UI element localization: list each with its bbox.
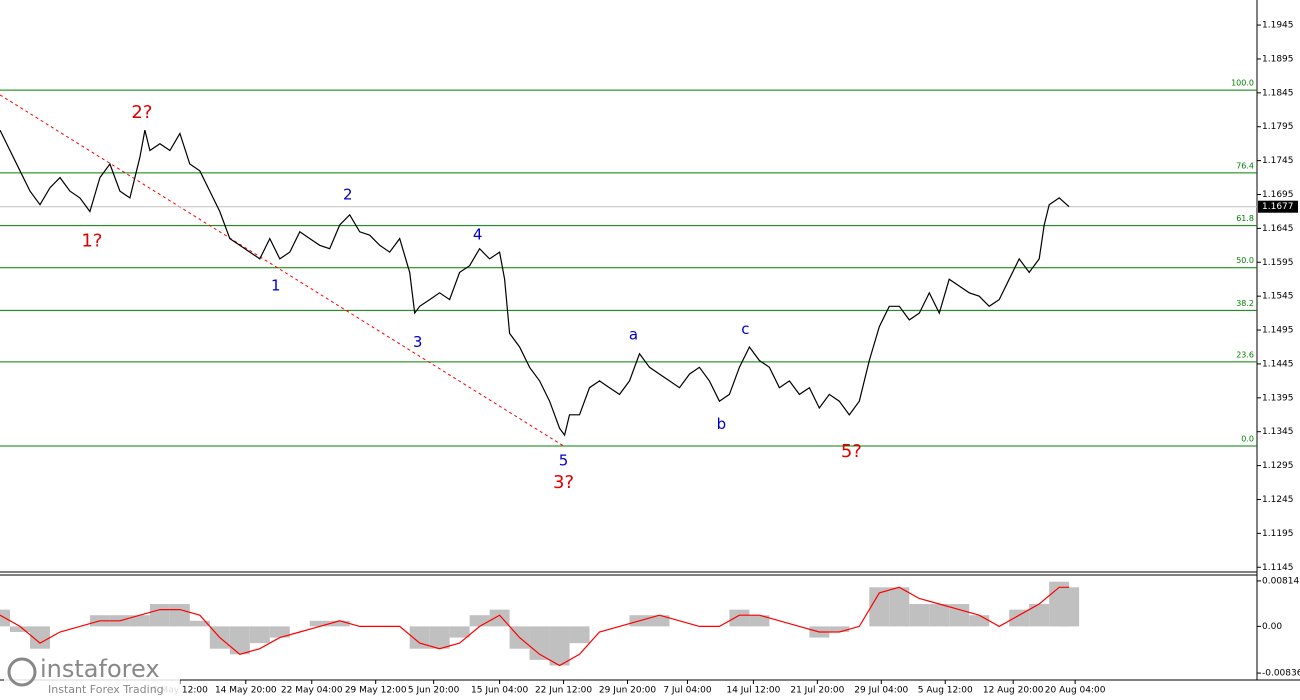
x-tick-label: 29 Jun 20:00 [599,686,656,696]
y-tick-label: 1.1695 [1262,190,1294,200]
x-tick-label: 5 Aug 12:00 [918,686,973,696]
y-tick-label: 1.1245 [1262,495,1294,505]
histogram-bar [909,604,930,627]
x-tick-label: 15 Jun 04:00 [471,686,528,696]
y-tick-label: 1.1945 [1262,21,1294,31]
x-tick-label: 5 Jun 20:00 [408,686,460,696]
x-tick-label: 12 Aug 20:00 [983,686,1044,696]
fib-label: 76.4 [1236,161,1254,170]
wave-label: 2 [343,186,353,204]
y-tick-label: 1.1895 [1262,54,1294,64]
histogram-bar [189,620,210,627]
wave-label: 3 [413,333,423,351]
logo-icon [7,657,37,687]
fib-label: 50.0 [1236,256,1254,265]
x-tick-label: 21 Jul 20:00 [790,686,844,696]
x-tick-label: 14 Jul 12:00 [726,686,780,696]
histogram-bar [549,626,570,666]
y-tick-label: 1.1145 [1262,563,1294,573]
histogram-bar [329,620,350,627]
fib-label: 61.8 [1236,214,1254,223]
histogram-bar [429,626,450,649]
y-tick-label: 1.1845 [1262,88,1294,98]
y-tick-label: 1.1495 [1262,326,1294,336]
y-tick-label: 1.1395 [1262,393,1294,403]
logo-name: instaforex [40,655,160,683]
histogram-bar [469,615,490,627]
y-tick-label: 1.1345 [1262,427,1294,437]
histogram-bar [229,626,250,655]
histogram-bar [929,604,950,627]
histogram-bar [249,626,270,644]
wave-label: 2? [131,102,152,123]
y-tick-label: -0.00836 [1262,669,1300,679]
fib-label: 38.2 [1236,299,1254,308]
histogram-bar [129,615,150,627]
x-tick-label: 22 Jun 12:00 [535,686,592,696]
x-tick-label: 20 Aug 04:00 [1045,686,1106,696]
y-tick-label: 1.1795 [1262,122,1294,132]
histogram-bar [169,604,190,627]
wave-label: 4 [473,226,483,244]
histogram-bar [309,620,330,627]
y-tick-label: 1.1645 [1262,224,1294,234]
histogram-bar [869,587,890,627]
histogram-bar [829,626,850,632]
fib-label: 23.6 [1236,350,1254,359]
trendline [0,94,564,447]
price-label-box [1258,200,1298,213]
x-tick-label: 7 Jul 04:00 [663,686,712,696]
histogram-bar [969,615,990,627]
logo: instaforex Instant Forex Trading [4,655,180,696]
wave-label: 3? [553,472,574,493]
fib-label: 0.0 [1241,434,1254,443]
wave-label: b [717,415,727,433]
histogram-bar [529,626,550,660]
logo-tagline: Instant Forex Trading [48,683,164,696]
histogram-bar [949,604,970,627]
series-line [0,586,1070,667]
series-line [0,129,1070,437]
wave-label: c [741,320,749,338]
y-tick-label: 1.1545 [1262,292,1294,302]
histogram-bar [1009,609,1030,627]
histogram-bar [1059,587,1080,627]
histogram-bar [569,626,590,644]
price-label: 1.1677 [1262,202,1294,212]
wave-label: 1? [81,230,102,251]
histogram-bar [749,615,770,627]
histogram-bar [489,609,510,627]
histogram-bar [149,604,170,627]
histogram-bar [889,587,910,627]
wave-label: 1 [271,277,281,295]
x-tick-label: 29 Jul 04:00 [854,686,908,696]
x-tick-label: 22 May 04:00 [281,686,343,696]
y-tick-label: 1.1745 [1262,156,1294,166]
histogram-bar [29,626,50,649]
histogram-bar [9,626,30,632]
x-tick-label: 29 May 12:00 [345,686,407,696]
fib-label: 100.0 [1231,79,1254,88]
histogram-bar [1029,604,1050,627]
y-tick-label: 0.00 [1262,622,1282,632]
histogram-bar [269,626,290,638]
wave-label: 5 [559,451,569,469]
y-tick-label: 1.1295 [1262,461,1294,471]
histogram-bar [449,626,470,638]
y-tick-label: 1.1595 [1262,258,1294,268]
x-tick-label: 14 May 20:00 [215,686,277,696]
histogram-bar [649,615,670,627]
y-tick-label: 0.00814 [1262,576,1299,586]
histogram-bar [409,626,430,649]
y-tick-label: 1.1195 [1262,529,1294,539]
histogram-bar [729,609,750,627]
y-tick-label: 1.1445 [1262,359,1294,369]
wave-label: a [629,325,638,343]
wave-label: 5? [841,441,862,462]
